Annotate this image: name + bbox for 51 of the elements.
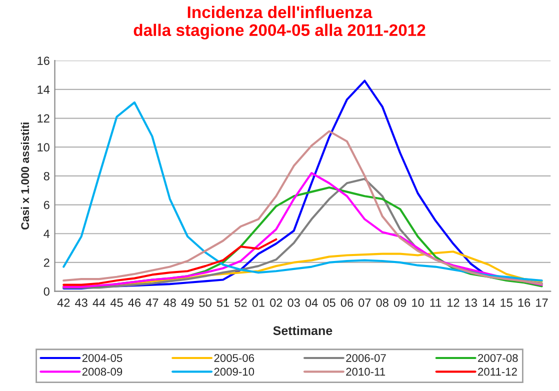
legend-label: 2008-09 [82,368,122,376]
x-tick-label: 05 [323,298,336,307]
x-tick-label: 03 [288,298,300,307]
line-series [62,130,543,286]
legend-label: 2010-11 [346,368,386,376]
legend-label: 2005-06 [214,354,254,362]
y-tick-label: 6 [44,200,50,210]
x-tick-label: 06 [340,298,354,307]
x-tick-label: 42 [57,298,70,307]
x-tick-label: 16 [518,298,530,307]
y-tick-label: 0 [44,287,50,296]
y-tick-label: 12 [38,114,50,123]
x-tick-label: 46 [128,298,141,307]
y-tick-label: 4 [44,230,50,238]
x-tick-label: 51 [216,298,229,307]
x-tick-label: 14 [482,298,495,307]
x-tick-label: 13 [465,298,477,307]
y-tick-label: 2 [44,258,50,267]
chart-title: Incidenza dell'influenza dalla stagione 2004-05 alla 2011-2012 [134,6,426,40]
x-axis-title: Settimane [273,326,332,336]
x-tick-label: 11 [430,298,442,307]
x-tick-label: 12 [448,298,460,307]
x-tick-label: 02 [270,298,282,307]
y-axis-title: Casi x 1.000 assistiti [20,122,30,230]
x-tick-label: 09 [394,298,406,307]
x-tick-label: 10 [412,298,424,307]
x-tick-label: 45 [110,298,123,307]
x-tick-label: 44 [92,298,106,307]
x-tick-label: 49 [181,298,194,307]
legend-label: 2007-08 [478,354,518,362]
legend-label: 2006-07 [346,354,386,362]
x-tick-label: 52 [234,298,247,307]
x-tick-label: 43 [75,298,88,307]
x-tick-label: 08 [376,298,388,307]
x-tick-label: 07 [358,298,371,307]
line-series [62,250,543,288]
legend-label: 2004-05 [82,354,122,362]
x-tick-label: 48 [164,298,176,307]
y-tick-label: 14 [38,86,50,94]
x-tick-label: 01 [252,298,264,307]
line-series [62,238,278,286]
x-tick-label: 47 [146,298,158,307]
x-tick-label: 50 [199,298,212,307]
legend-label: 2011-12 [478,368,517,376]
x-tick-label: 17 [536,298,548,307]
x-tick-label: 15 [500,298,512,307]
y-tick-label: 16 [38,56,50,65]
y-tick-label: 8 [44,172,50,180]
y-tick-label: 10 [38,143,50,152]
legend-label: 2009-10 [214,368,254,376]
x-tick-label: 04 [305,298,318,307]
